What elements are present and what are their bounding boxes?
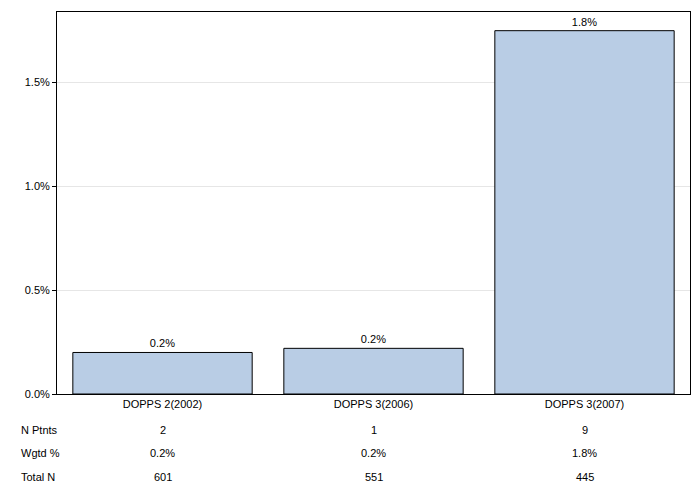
svg-text:DOPPS 3(2006): DOPPS 3(2006) (334, 398, 413, 410)
svg-text:Total N: Total N (21, 471, 55, 483)
svg-text:0.2%: 0.2% (361, 447, 386, 459)
svg-text:0.2%: 0.2% (150, 447, 175, 459)
svg-text:Wgtd %: Wgtd % (21, 447, 60, 459)
svg-text:1.0%: 1.0% (25, 180, 50, 192)
svg-text:551: 551 (365, 471, 383, 483)
svg-text:0.2%: 0.2% (150, 337, 175, 349)
svg-text:601: 601 (154, 471, 172, 483)
svg-text:2: 2 (160, 424, 166, 436)
svg-text:0.5%: 0.5% (25, 284, 50, 296)
svg-text:9: 9 (582, 424, 588, 436)
svg-text:1.5%: 1.5% (25, 76, 50, 88)
svg-text:1.8%: 1.8% (572, 447, 597, 459)
svg-text:DOPPS 3(2007): DOPPS 3(2007) (545, 398, 624, 410)
svg-text:DOPPS 2(2002): DOPPS 2(2002) (123, 398, 202, 410)
svg-text:0.0%: 0.0% (25, 388, 50, 400)
svg-text:1.8%: 1.8% (572, 16, 597, 28)
svg-text:N Ptnts: N Ptnts (21, 424, 58, 436)
svg-text:1: 1 (371, 424, 377, 436)
svg-text:0.2%: 0.2% (361, 333, 386, 345)
svg-text:445: 445 (576, 471, 594, 483)
